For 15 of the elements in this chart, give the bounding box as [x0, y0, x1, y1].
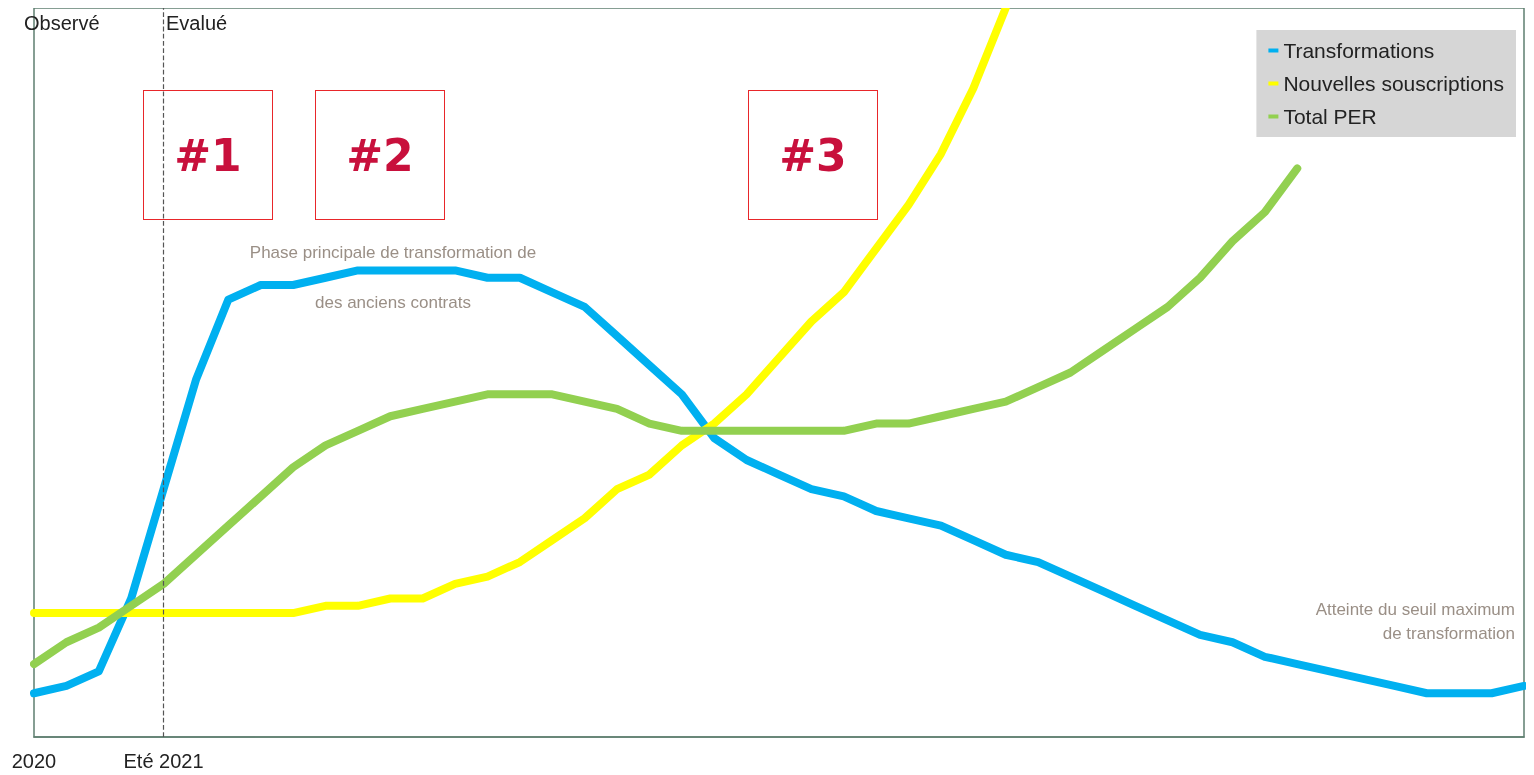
text: Phase principale de transformation de des anciens contrats [249, 243, 537, 312]
annotation: Atteinte du seuil maximum de transformation [1314, 599, 1515, 645]
square-frame: #2 [315, 90, 445, 220]
x-tick-label: Eté 2021 [123, 750, 204, 772]
legend-label: Total PER [1283, 105, 1377, 128]
legend-label: Nouvelles souscriptions [1283, 72, 1505, 95]
square-frame: #1 [143, 90, 273, 220]
annotation: Observé [24, 12, 100, 35]
x-tick-label: 2020 [11, 750, 57, 772]
square-frame: #3 [748, 90, 878, 220]
annotation: #3 [779, 129, 847, 181]
annotation: #2 [346, 129, 414, 181]
annotation: Evalué [166, 12, 228, 35]
legend-label: Transformations [1283, 39, 1435, 62]
annotation: #1 [174, 129, 242, 181]
